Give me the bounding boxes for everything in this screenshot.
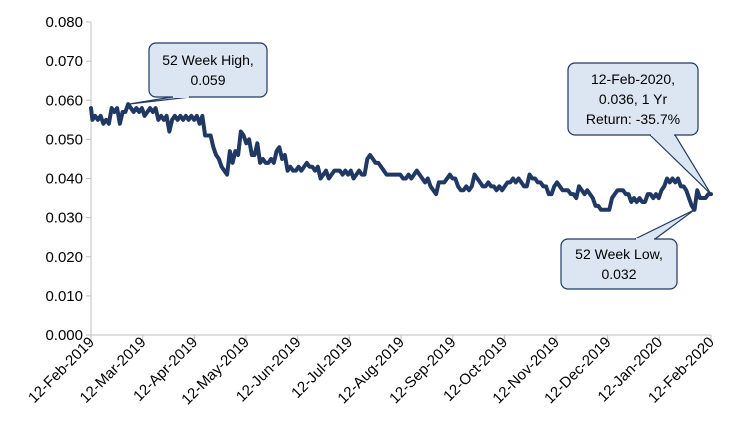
callout-pointer xyxy=(128,96,191,105)
callout-text: 12-Feb-2020, xyxy=(591,71,675,87)
callout-text: 0.059 xyxy=(190,72,225,88)
price-line-group xyxy=(89,102,713,212)
y-tick-label: 0.020 xyxy=(45,249,83,266)
callout-pointer xyxy=(634,209,695,240)
y-tick-label: 0.080 xyxy=(45,14,83,31)
y-tick-label: 0.000 xyxy=(45,327,83,344)
callout-2: 52 Week Low, 0.032 xyxy=(560,209,695,290)
callout-box xyxy=(148,42,268,98)
y-tick-label: 0.010 xyxy=(45,288,83,305)
callout-box xyxy=(567,62,699,136)
callout-0: 52 Week High, 0.059 xyxy=(128,42,268,105)
callout-1: 12-Feb-2020, 0.036, 1 Yr Return: -35.7% xyxy=(567,62,712,195)
callout-text: 0.036, 1 Yr xyxy=(599,91,668,107)
callouts: 52 Week High, 0.059 12-Feb-2020, 0.036, 1 Y… xyxy=(128,42,712,290)
callout-text: 52 Week High, xyxy=(162,52,254,68)
y-tick-label: 0.050 xyxy=(45,131,83,148)
callout-text: 52 Week Low, xyxy=(575,246,663,262)
y-tick-label: 0.060 xyxy=(45,92,83,109)
y-tick-label: 0.040 xyxy=(45,171,83,188)
price-series-line xyxy=(89,102,713,212)
callout-text: 0.032 xyxy=(601,266,636,282)
callout-box xyxy=(560,238,678,290)
callout-text: Return: -35.7% xyxy=(586,111,680,127)
y-tick-label: 0.030 xyxy=(45,210,83,227)
y-tick-label: 0.070 xyxy=(45,53,83,70)
